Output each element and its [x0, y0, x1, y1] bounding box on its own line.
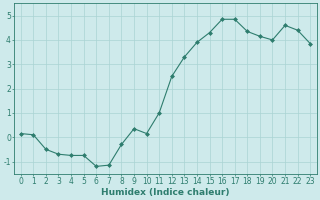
X-axis label: Humidex (Indice chaleur): Humidex (Indice chaleur) — [101, 188, 230, 197]
